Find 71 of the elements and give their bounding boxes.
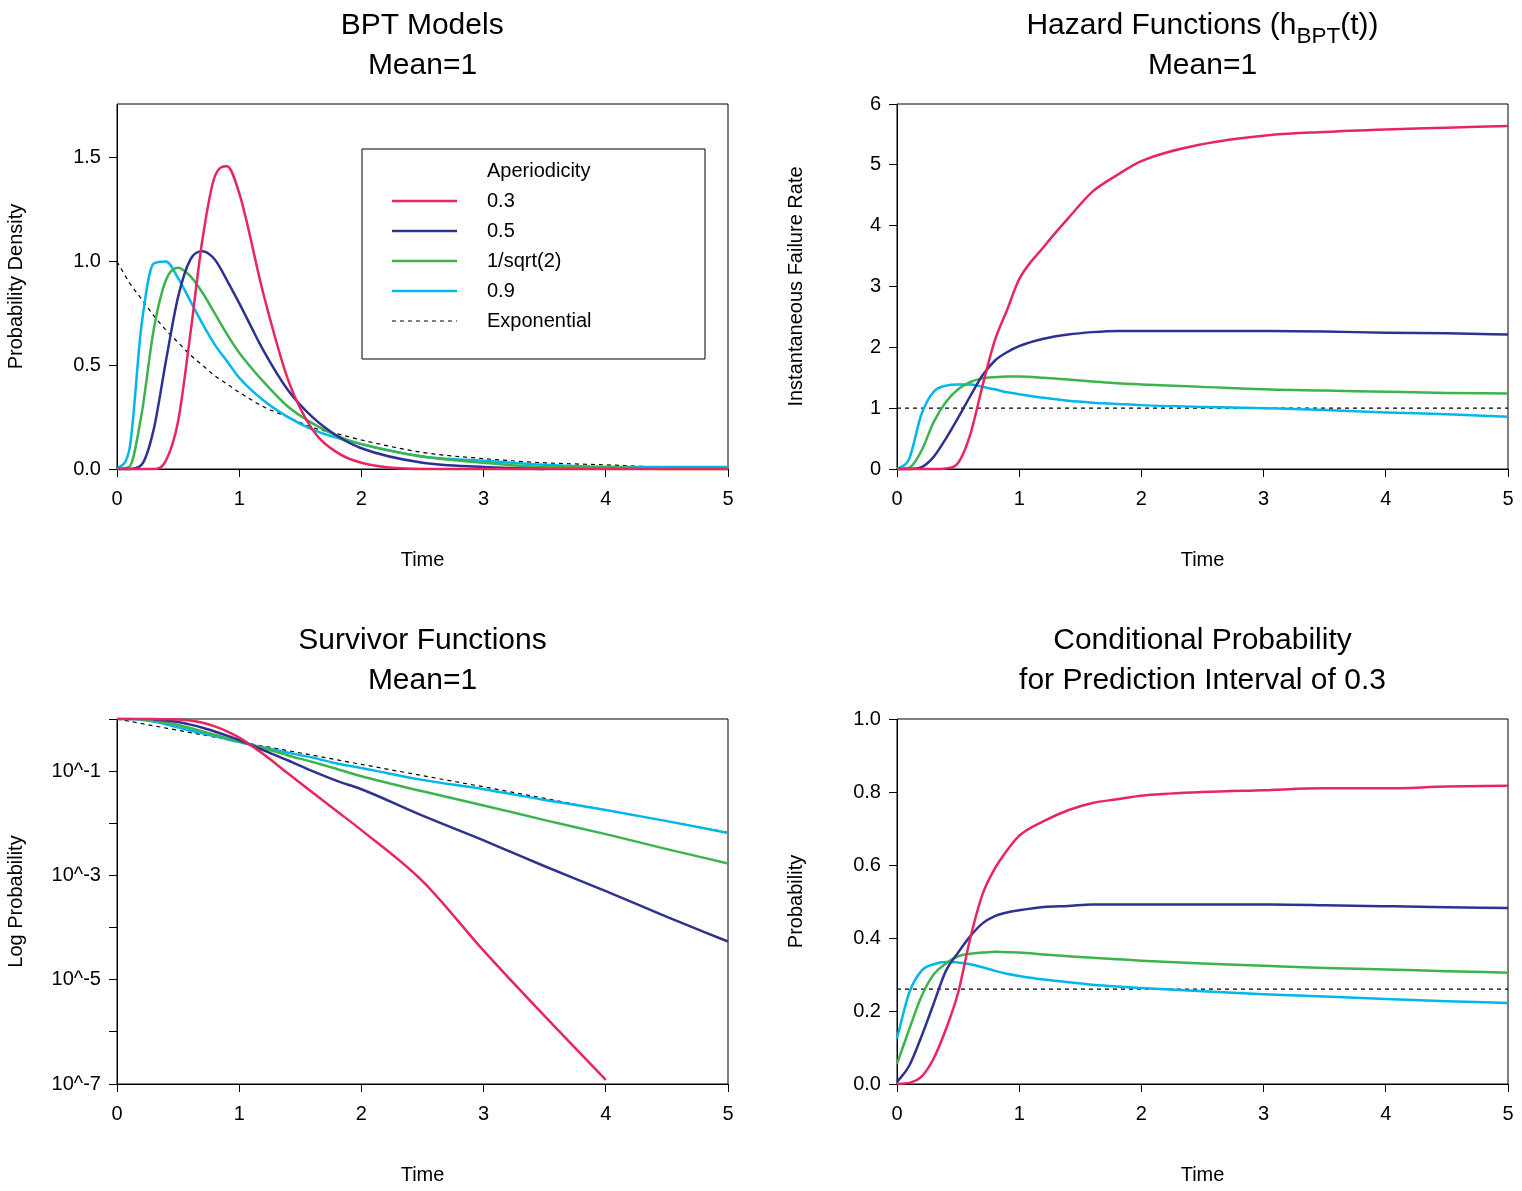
chart-subtitle: Mean=1 bbox=[367, 662, 478, 695]
chart-subtitle: for Prediction Interval of 0.3 bbox=[1019, 662, 1386, 695]
x-tick-label: 5 bbox=[1502, 1101, 1514, 1124]
y-tick-label: 0.6 bbox=[853, 852, 881, 875]
line-series bbox=[140, 717, 730, 865]
y-tick-label: 5 bbox=[869, 152, 881, 175]
x-tick-label: 1 bbox=[233, 1101, 245, 1124]
legend-label: 1/sqrt(2) bbox=[487, 248, 562, 271]
y-tick-label: 3 bbox=[869, 274, 881, 297]
line-series bbox=[115, 717, 608, 1082]
chart-subtitle: Mean=1 bbox=[1147, 47, 1258, 80]
x-tick-label: 2 bbox=[355, 486, 367, 509]
x-tick-label: 0 bbox=[111, 486, 123, 509]
y-tick-label: 10^-1 bbox=[51, 758, 101, 781]
x-axis-title: Time bbox=[1180, 547, 1225, 570]
y-tick-label: 10^-3 bbox=[51, 862, 101, 885]
legend-title: Aperiodicity bbox=[487, 158, 591, 181]
x-tick-label: 3 bbox=[478, 486, 490, 509]
line-series bbox=[895, 960, 1510, 1040]
chart-title: Conditional Probability bbox=[1053, 622, 1352, 655]
y-tick-label: 0 bbox=[869, 456, 881, 479]
y-tick-label: 10^-7 bbox=[51, 1071, 101, 1094]
y-tick-label: 0.2 bbox=[853, 998, 881, 1021]
chart-title: BPT Models bbox=[340, 7, 504, 40]
y-axis-title: Log Probability bbox=[3, 835, 26, 968]
y-tick-label: 10^-5 bbox=[51, 967, 101, 990]
y-tick-label: 4 bbox=[869, 213, 881, 236]
y-tick-label: 1.0 bbox=[73, 249, 101, 272]
y-tick-label: 0.8 bbox=[853, 779, 881, 802]
legend-label: 0.3 bbox=[487, 188, 515, 211]
x-tick-label: 0 bbox=[891, 1101, 903, 1124]
x-axis-title: Time bbox=[400, 1162, 445, 1185]
y-tick-label: 0.0 bbox=[73, 456, 101, 479]
y-tick-label: 0.0 bbox=[853, 1071, 881, 1094]
x-tick-label: 4 bbox=[600, 486, 612, 509]
chart-subtitle: Mean=1 bbox=[367, 47, 478, 80]
x-tick-label: 3 bbox=[1258, 486, 1270, 509]
y-axis-title: Probability bbox=[783, 854, 806, 949]
y-tick-label: 0.5 bbox=[73, 352, 101, 375]
y-tick-label: 1.0 bbox=[853, 706, 881, 729]
y-tick-label: 6 bbox=[869, 91, 881, 114]
x-axis-title: Time bbox=[1180, 1162, 1225, 1185]
y-axis-title: Instantaneous Failure Rate bbox=[783, 166, 806, 407]
x-tick-label: 0 bbox=[111, 1101, 123, 1124]
line-series bbox=[895, 950, 1510, 1066]
x-tick-label: 5 bbox=[722, 1101, 734, 1124]
x-tick-label: 5 bbox=[722, 486, 734, 509]
y-axis-title: Probability Density bbox=[3, 203, 26, 370]
x-tick-label: 4 bbox=[1380, 486, 1392, 509]
x-tick-label: 3 bbox=[478, 1101, 490, 1124]
x-tick-label: 2 bbox=[1135, 1101, 1147, 1124]
x-tick-label: 5 bbox=[1502, 486, 1514, 509]
chart-title: Survivor Functions bbox=[298, 622, 547, 655]
x-tick-label: 3 bbox=[1258, 1101, 1270, 1124]
x-tick-label: 2 bbox=[1135, 486, 1147, 509]
y-tick-label: 0.4 bbox=[853, 925, 881, 948]
legend-label: 0.9 bbox=[487, 278, 515, 301]
x-tick-label: 2 bbox=[355, 1101, 367, 1124]
y-tick-label: 2 bbox=[869, 334, 881, 357]
x-tick-label: 1 bbox=[1013, 486, 1025, 509]
line-series bbox=[152, 718, 730, 943]
x-tick-label: 4 bbox=[600, 1101, 612, 1124]
legend-label: Exponential bbox=[487, 308, 592, 331]
legend-label: 0.5 bbox=[487, 218, 515, 241]
x-axis-title: Time bbox=[400, 547, 445, 570]
y-tick-label: 1.5 bbox=[73, 145, 101, 168]
y-tick-label: 1 bbox=[869, 395, 881, 418]
x-tick-label: 1 bbox=[1013, 1101, 1025, 1124]
x-tick-label: 1 bbox=[233, 486, 245, 509]
x-tick-label: 4 bbox=[1380, 1101, 1392, 1124]
x-tick-label: 0 bbox=[891, 486, 903, 509]
